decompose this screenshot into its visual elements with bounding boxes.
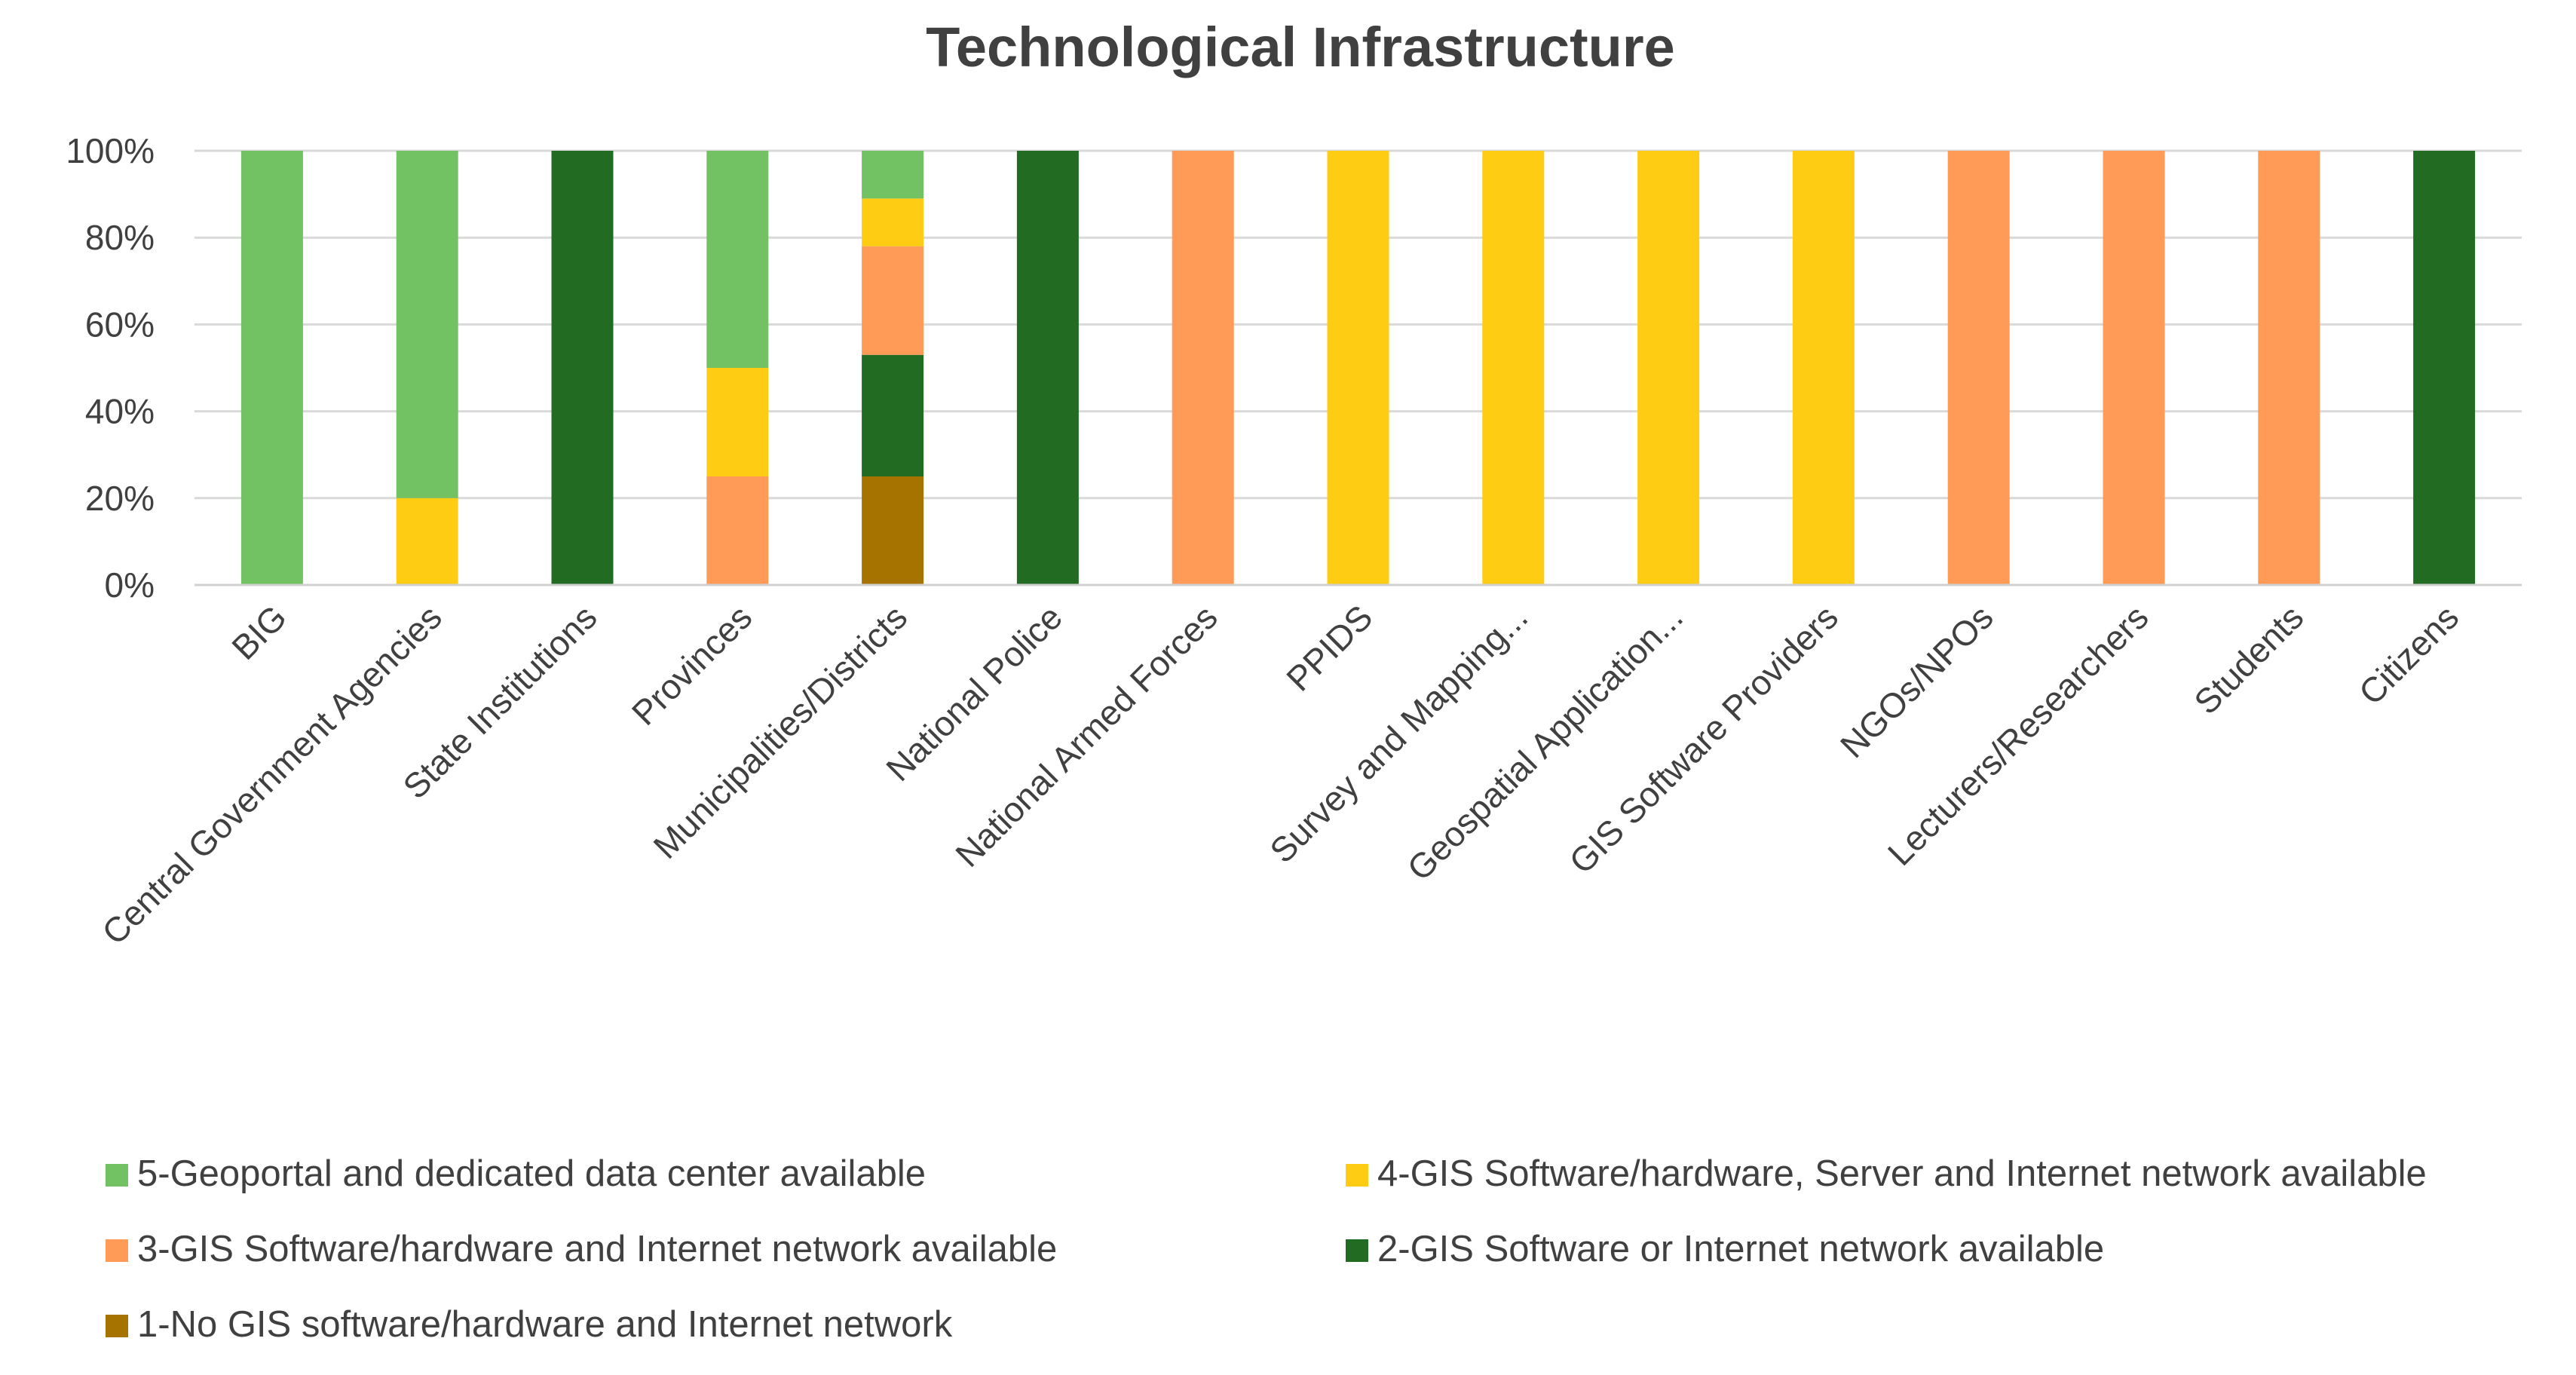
bar-segment <box>2258 151 2320 585</box>
legend: 5-Geoportal and dedicated data center av… <box>106 1153 2427 1345</box>
bar-segment <box>1016 151 1079 585</box>
y-tick-label: 60% <box>85 305 155 344</box>
legend-swatch <box>106 1164 128 1187</box>
legend-swatch <box>106 1315 128 1337</box>
bar-segment <box>862 246 924 355</box>
y-tick-label: 80% <box>85 218 155 257</box>
bar-segment <box>1637 151 1700 585</box>
bar-segment <box>1947 151 2010 585</box>
legend-label: 3-GIS Software/hardware and Internet net… <box>137 1229 1057 1269</box>
bar-segment <box>2103 151 2165 585</box>
bar-segment <box>240 151 303 585</box>
x-tick-label: NGOs/NPOs <box>1833 597 2001 765</box>
legend-label: 5-Geoportal and dedicated data center av… <box>137 1153 926 1194</box>
bar-segment <box>1327 151 1389 585</box>
legend-swatch <box>106 1239 128 1262</box>
x-tick-label: Provinces <box>624 597 760 733</box>
x-tick-label: Lecturers/Researchers <box>1880 597 2156 873</box>
bar-segment <box>706 476 769 585</box>
bar-segment <box>396 151 458 498</box>
bar-segment <box>396 498 458 585</box>
y-tick-label: 100% <box>66 131 155 170</box>
bar-segment <box>706 368 769 476</box>
y-tick-label: 0% <box>105 565 155 605</box>
x-tick-label: Central Government Agencies <box>94 597 449 952</box>
legend-label: 4-GIS Software/hardware, Server and Inte… <box>1377 1153 2427 1194</box>
bar-segment <box>862 198 924 247</box>
bar-segment <box>862 354 924 476</box>
x-tick-label: Survey and Mapping... <box>1262 597 1535 870</box>
legend-swatch <box>1346 1164 1368 1187</box>
x-tick-label: GIS Software Providers <box>1561 597 1845 881</box>
x-tick-label: National Armed Forces <box>948 597 1225 874</box>
legend-label: 1-No GIS software/hardware and Internet … <box>137 1304 953 1345</box>
bar-segment <box>862 151 924 199</box>
y-tick-label: 40% <box>85 392 155 431</box>
x-tick-label: BIG <box>224 597 294 667</box>
x-tick-label: Municipalities/Districts <box>645 597 914 866</box>
bar-segment <box>1792 151 1855 585</box>
x-tick-label: Students <box>2186 597 2311 721</box>
chart-title: Technological Infrastructure <box>926 16 1675 78</box>
bars <box>240 151 2476 585</box>
legend-swatch <box>1346 1239 1368 1262</box>
y-tick-label: 20% <box>85 479 155 518</box>
y-axis-ticks: 0% 20% 40% 60% 80% 100% <box>66 131 155 605</box>
bar-segment <box>1482 151 1545 585</box>
bar-segment <box>551 151 614 585</box>
legend-label: 2-GIS Software or Internet network avail… <box>1377 1229 2104 1269</box>
x-tick-label: Geospatial Application... <box>1399 597 1690 888</box>
bar-segment <box>1172 151 1234 585</box>
bar-segment <box>862 476 924 585</box>
bar-segment <box>2413 151 2476 585</box>
bar-segment <box>706 151 769 368</box>
x-tick-label: Citizens <box>2351 597 2466 712</box>
x-tick-label: PPIDS <box>1279 597 1380 698</box>
